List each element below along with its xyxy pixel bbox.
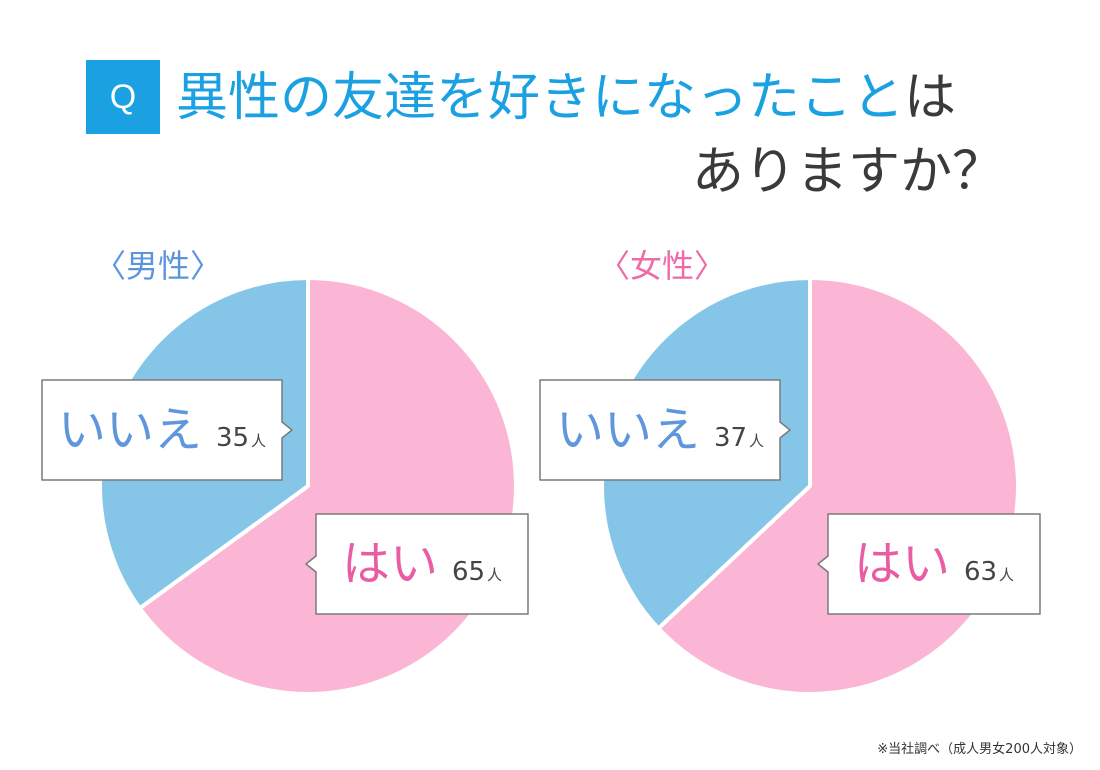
question-line-1: 異性の友達を好きになったことは bbox=[176, 58, 956, 138]
female-yes-callout-box bbox=[817, 513, 1041, 615]
male-no-unit: 人 bbox=[251, 432, 266, 450]
male-no-count: 35 bbox=[216, 423, 249, 453]
female-yes-unit: 人 bbox=[999, 566, 1014, 584]
male-yes-count: 65 bbox=[452, 557, 485, 587]
male-no-label: いいえ 35 人 bbox=[58, 402, 266, 458]
question-highlight: 異性の友達を好きになったこと bbox=[176, 68, 905, 128]
male-no-callout: いいえ 35 人 bbox=[41, 379, 293, 481]
male-yes-unit: 人 bbox=[487, 566, 502, 584]
male-chart-title: 〈男性〉 bbox=[94, 247, 223, 285]
question-badge: Q bbox=[86, 60, 160, 134]
male-yes-label: はい 65 人 bbox=[342, 536, 502, 592]
footnote: ※当社調べ（成人男女200人対象） bbox=[877, 742, 1082, 757]
female-yes-answer: はい bbox=[854, 536, 950, 592]
female-chart-title: 〈女性〉 bbox=[598, 247, 727, 285]
female-yes-label: はい 63 人 bbox=[854, 536, 1014, 592]
female-no-answer: いいえ bbox=[556, 402, 700, 458]
female-no-callout: いいえ 37 人 bbox=[539, 379, 791, 481]
question-particle: は bbox=[904, 68, 957, 128]
question-line-2: ありますか？ bbox=[691, 142, 1004, 202]
male-yes-callout: はい 65 人 bbox=[305, 513, 529, 615]
male-yes-callout-box bbox=[305, 513, 529, 615]
female-no-label: いいえ 37 人 bbox=[556, 402, 764, 458]
female-no-callout-box bbox=[539, 379, 791, 481]
female-yes-callout: はい 63 人 bbox=[817, 513, 1041, 615]
female-no-unit: 人 bbox=[749, 432, 764, 450]
female-no-count: 37 bbox=[714, 423, 747, 453]
male-no-answer: いいえ bbox=[58, 402, 202, 458]
female-yes-count: 63 bbox=[964, 557, 997, 587]
male-no-callout-box bbox=[41, 379, 293, 481]
male-yes-answer: はい bbox=[342, 536, 438, 592]
